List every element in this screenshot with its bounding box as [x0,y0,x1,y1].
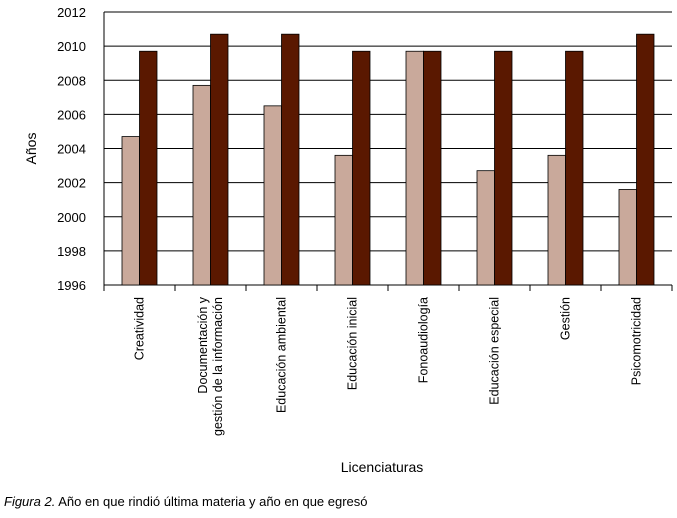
y-tick-label: 1998 [57,244,86,259]
bar [334,154,353,286]
bar [352,50,371,286]
bar [547,154,566,286]
y-tick-label: 2008 [57,73,86,88]
bar [192,84,211,286]
bar [263,105,282,286]
x-tick-label: Educación especial [488,297,502,405]
x-tick-label-line: gestión de la información [211,297,225,436]
bar [565,50,584,286]
bar [139,50,158,286]
bar [281,33,300,286]
x-tick-label-line: Gestión [559,297,573,340]
bar [423,50,442,286]
x-tick-label: Educación inicial [346,297,360,390]
figure-label: Figura 2. [4,494,56,509]
x-tick-label: Documentación ygestión de la información [196,296,225,436]
bar [405,50,424,286]
bar [210,33,229,286]
y-tick-label: 2010 [57,39,86,54]
bar [476,170,495,286]
x-tick-label-line: Educación ambiental [275,297,289,413]
x-tick-label: Fonoaudiología [417,297,431,383]
y-tick-label: 2000 [57,210,86,225]
bar [494,50,513,286]
figure-caption-text: Año en que rindió última materia y año e… [55,494,368,509]
x-tick-label-line: Educación inicial [346,297,360,390]
x-tick-label-line: Educación especial [488,297,502,405]
x-tick-label-line: Documentación y [196,296,210,393]
y-axis-title: Años [23,133,39,165]
x-tick-label-line: Creatividad [133,297,147,360]
bar [121,136,140,286]
y-tick-label: 1996 [57,278,86,293]
x-tick-label: Educación ambiental [275,297,289,413]
figure-caption: Figura 2. Año en que rindió última mater… [4,494,368,509]
x-tick-label: Creatividad [133,297,147,360]
bar [636,33,655,286]
x-tick-label: Gestión [559,297,573,340]
x-tick-label-line: Psicomotricidad [630,297,644,385]
y-tick-label: 2002 [57,176,86,191]
x-tick-label: Psicomotricidad [630,297,644,385]
y-tick-label: 2006 [57,107,86,122]
y-tick-label: 2004 [57,142,86,157]
x-axis-title: Licenciaturas [341,459,424,475]
x-tick-label-line: Fonoaudiología [417,297,431,383]
y-tick-label: 2012 [57,5,86,20]
bar [618,189,637,286]
